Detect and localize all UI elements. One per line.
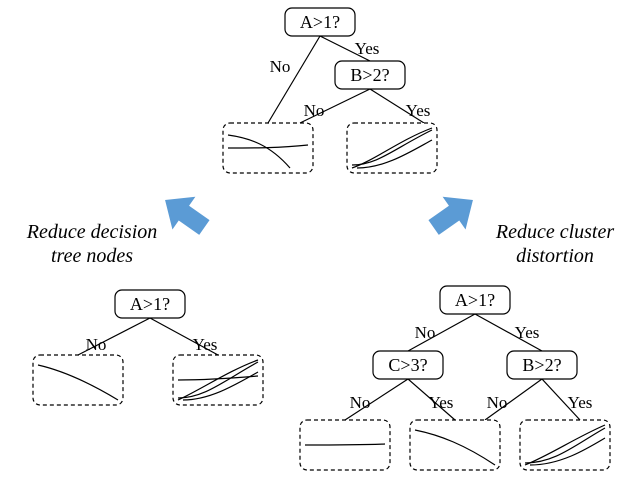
edge-label: No bbox=[86, 335, 107, 354]
edge-label: No bbox=[487, 393, 508, 412]
node-label: A>1? bbox=[455, 290, 495, 310]
right-tree: A>1? C>3? B>2? No Yes No Yes No Yes bbox=[300, 286, 610, 470]
leaf-node bbox=[33, 355, 123, 405]
caption-left: tree nodes bbox=[51, 245, 133, 267]
caption-right: Reduce cluster bbox=[495, 221, 614, 243]
caption-right: distortion bbox=[516, 245, 594, 267]
arrow-left-icon bbox=[154, 184, 216, 244]
edge-label: No bbox=[415, 323, 436, 342]
diagram: A>1? B>2? No Yes No Yes Reduce decision … bbox=[0, 0, 640, 504]
caption-left: Reduce decision bbox=[26, 221, 158, 243]
edge-label: No bbox=[270, 57, 291, 76]
top-tree: A>1? B>2? No Yes No Yes bbox=[223, 8, 437, 173]
node-label: B>2? bbox=[350, 65, 389, 85]
leaf-node bbox=[410, 420, 500, 470]
node-label: C>3? bbox=[388, 355, 427, 375]
node-label: A>1? bbox=[300, 12, 340, 32]
edge-label: No bbox=[350, 393, 371, 412]
edge-label: Yes bbox=[515, 323, 540, 342]
arrow-right-icon bbox=[422, 184, 484, 244]
edge-label: Yes bbox=[429, 393, 454, 412]
edge-label: No bbox=[304, 101, 325, 120]
edge-label: Yes bbox=[355, 39, 380, 58]
node-label: B>2? bbox=[522, 355, 561, 375]
left-tree: A>1? No Yes bbox=[33, 290, 263, 405]
node-label: A>1? bbox=[130, 294, 170, 314]
edge-label: Yes bbox=[193, 335, 218, 354]
edge-label: Yes bbox=[406, 101, 431, 120]
edge-label: Yes bbox=[568, 393, 593, 412]
